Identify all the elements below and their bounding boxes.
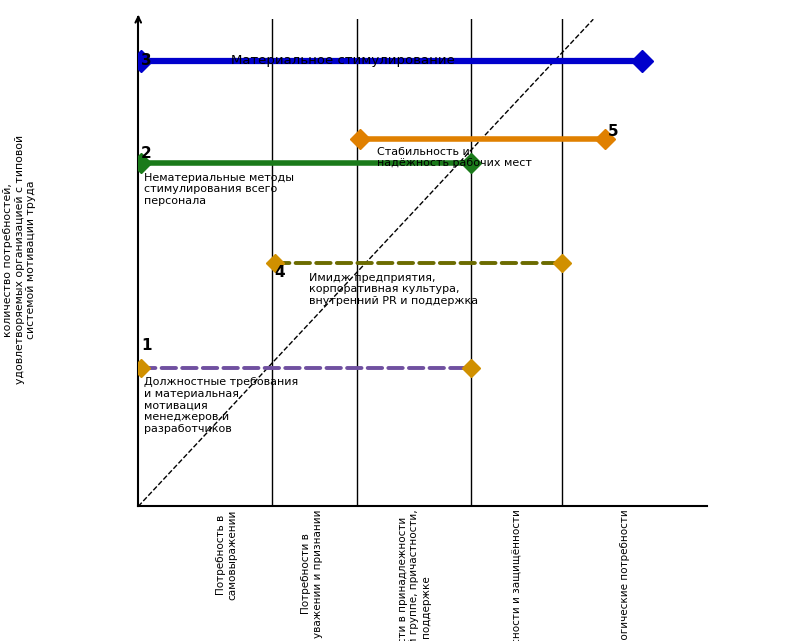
- Text: 3: 3: [141, 53, 152, 68]
- Text: Стабильность и
надёжность рабочих мест: Стабильность и надёжность рабочих мест: [377, 147, 532, 169]
- Text: Материальное стимулирование: Материальное стимулирование: [231, 54, 455, 67]
- Text: Потребности в
уважении и признании: Потребности в уважении и признании: [301, 510, 322, 638]
- Text: Должностные требования
и материальная
мотивация
менеджеров и
разработчиков: Должностные требования и материальная мо…: [144, 378, 298, 434]
- Text: 4: 4: [275, 265, 285, 280]
- Text: 5: 5: [608, 124, 618, 139]
- Text: Потребности в безопасности и защищённости: Потребности в безопасности и защищённост…: [511, 510, 521, 641]
- Text: Потребность в
самовыражении: Потребность в самовыражении: [216, 510, 237, 600]
- Text: количество потребностей,
удовлетворяемых организацией с типовой
системой мотивац: количество потребностей, удовлетворяемых…: [3, 135, 36, 384]
- Text: Физиологические потребности: Физиологические потребности: [619, 510, 630, 641]
- Text: Нематериальные методы
стимулирования всего
персонала: Нематериальные методы стимулирования все…: [144, 172, 294, 206]
- Text: Имидж предприятия,
корпоративная культура,
внутренний PR и поддержка: Имидж предприятия, корпоративная культур…: [309, 272, 478, 306]
- Text: Потребности в принадлежности
социальной группе, причастности,
поддержке: Потребности в принадлежности социальной …: [397, 510, 431, 641]
- Text: 2: 2: [141, 146, 152, 161]
- Text: 1: 1: [141, 338, 152, 353]
